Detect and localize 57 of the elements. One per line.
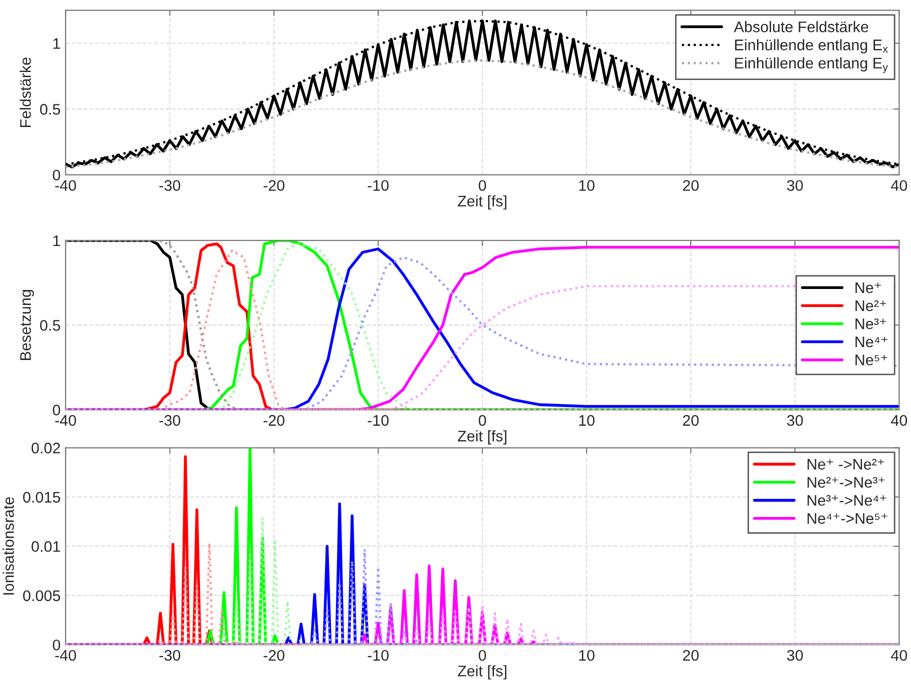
- x-axis-title: Zeit [fs]: [458, 665, 506, 680]
- x-tick-label: 30: [787, 650, 803, 661]
- x-tick-label: -30: [159, 180, 180, 191]
- x-tick-label: 0: [478, 650, 486, 661]
- x-tick-label: 30: [787, 180, 803, 191]
- y-tick-label: 0.015: [23, 492, 60, 503]
- x-axis-title: Zeit [fs]: [458, 430, 506, 444]
- x-tick-label: 10: [579, 415, 594, 426]
- y-tick-label: 0: [52, 640, 60, 650]
- x-tick-label: 0: [478, 415, 486, 426]
- legend-label: Ne⁵⁺: [856, 354, 888, 366]
- x-tick-label: -20: [264, 650, 284, 661]
- x-tick-label: 30: [787, 415, 803, 426]
- line-series: [66, 59, 900, 168]
- y-tick-label: 0: [52, 170, 60, 181]
- legend-label: Einhüllende entlang E$_{x}$: [735, 39, 888, 54]
- legend-label: Ne³⁺: [856, 318, 886, 330]
- y-tick-label: 0.005: [23, 590, 60, 602]
- legend-label: Ne²⁺: [856, 300, 886, 312]
- x-tick-label: -30: [159, 415, 180, 426]
- y-axis-title: Besetzung: [20, 290, 34, 360]
- legend-label: Ne⁴⁺->Ne⁵⁺: [808, 513, 888, 524]
- x-tick-label: -40: [55, 415, 76, 426]
- y-tick-label: 1: [53, 38, 60, 49]
- x-tick-label: 20: [683, 650, 699, 661]
- legend-label: Ne⁺: [856, 282, 881, 294]
- x-tick-label: -30: [159, 650, 180, 661]
- x-tick-label: -10: [368, 180, 389, 191]
- legend-label: Ne²⁺->Ne³⁺: [808, 476, 885, 488]
- y-axis-title: Ionisationsrate: [2, 497, 14, 595]
- legend-label: Ne⁺ ->Ne²⁺: [808, 458, 884, 470]
- legend-label: Absolute Feldstärke: [734, 21, 868, 32]
- y-tick-label: 1: [53, 235, 60, 246]
- x-tick-label: -20: [264, 415, 284, 426]
- x-tick-label: 40: [891, 415, 908, 426]
- x-tick-label: -10: [368, 650, 389, 661]
- y-tick-label: 0: [52, 404, 60, 416]
- legend-label: Ne⁴⁺: [856, 336, 888, 348]
- legend-label: Ne³⁺->Ne⁴⁺: [808, 495, 886, 506]
- x-tick-label: 40: [891, 650, 908, 661]
- x-tick-label: 20: [683, 415, 699, 426]
- x-tick-label: -20: [264, 180, 284, 191]
- y-tick-label: 0.01: [32, 541, 60, 552]
- x-tick-label: 10: [579, 180, 594, 191]
- x-tick-label: 10: [579, 650, 594, 661]
- x-tick-label: 20: [683, 180, 699, 191]
- x-tick-label: -40: [55, 650, 76, 661]
- y-tick-label: 0.5: [40, 104, 60, 115]
- x-axis-title: Zeit [fs]: [458, 195, 506, 210]
- x-tick-label: -10: [368, 415, 389, 426]
- legend-label: Einhüllende entlang E$_{y}$: [735, 57, 888, 74]
- y-tick-label: 0.02: [32, 442, 60, 454]
- x-tick-label: 0: [478, 180, 486, 191]
- x-tick-label: -40: [55, 180, 76, 191]
- y-tick-label: 0.5: [40, 320, 60, 331]
- x-tick-label: 40: [891, 180, 908, 191]
- y-axis-title: Feldstärke: [20, 58, 31, 127]
